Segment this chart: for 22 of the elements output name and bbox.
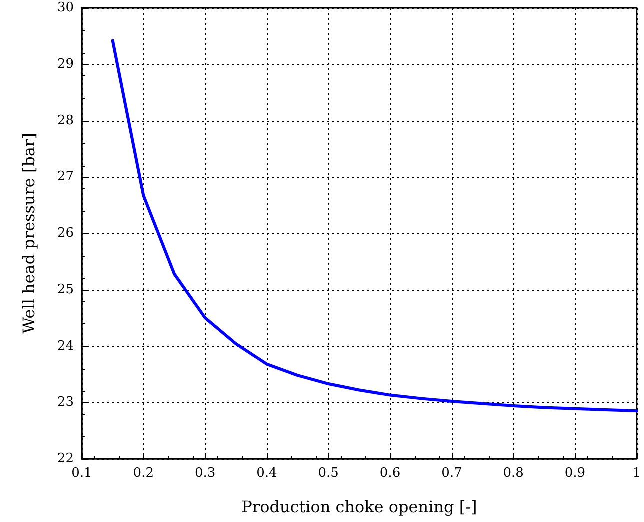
y-tick-label: 28: [57, 113, 74, 128]
y-tick-label: 25: [57, 282, 74, 298]
x-tick-label: 0.6: [380, 466, 401, 481]
y-tick-label: 26: [57, 226, 74, 241]
y-tick-label: 27: [57, 170, 74, 185]
x-tick-label: 0.3: [194, 466, 216, 481]
x-tick-label: 0.4: [256, 466, 278, 481]
x-tick-label: 0.1: [72, 466, 92, 481]
x-tick-label: 0.9: [564, 466, 586, 481]
x-tick-label: 0.5: [318, 466, 339, 481]
x-tick-label: 0.8: [503, 466, 524, 481]
x-tick-label: 0.7: [442, 466, 462, 481]
y-tick-label: 24: [57, 338, 74, 354]
y-tick-label: 29: [57, 56, 74, 72]
line-series: [111, 39, 638, 413]
y-tick-label: 23: [57, 395, 74, 410]
x-tick-label: 1: [632, 466, 642, 481]
y-tick-label: 22: [57, 452, 74, 466]
x-axis-title: Production choke opening [-]: [242, 498, 478, 516]
y-tick-label: 30: [57, 0, 74, 16]
y-axis-title: Well head pressure [bar]: [20, 133, 38, 334]
x-tick-label: 0.2: [133, 466, 154, 481]
